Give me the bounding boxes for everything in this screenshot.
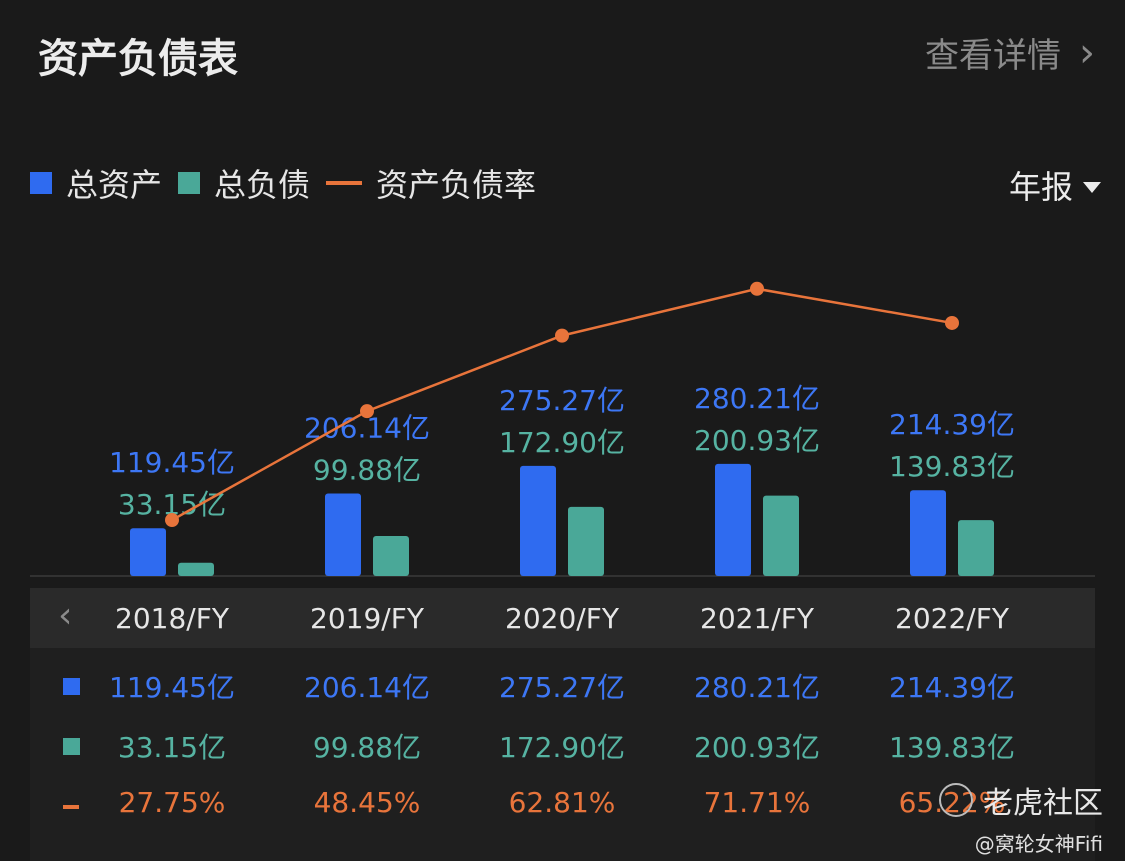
ratio-point [945,315,959,330]
assets-data-label: 119.45亿 [109,446,235,479]
watermark-user: @窝轮女神Fifi [974,832,1103,856]
table-cell: 214.39亿 [889,671,1015,704]
assets-data-label: 214.39亿 [889,408,1015,441]
liabilities-bar [178,562,214,576]
liabilities-bar [373,536,409,576]
table-cell: 99.88亿 [312,731,422,764]
legend-item-assets[interactable]: 总资产 [30,160,162,206]
legend-item-ratio[interactable]: 资产负债率 [326,160,536,206]
liabilities-data-label: 172.90亿 [499,426,625,459]
liabilities-data-label: 139.83亿 [889,450,1015,483]
liabilities-bar [568,506,604,576]
liabilities-data-label: 200.93亿 [694,424,820,457]
row-marker [63,678,80,695]
table-cell: 62.81% [508,786,616,819]
legend-assets-label: 总资产 [66,166,163,204]
assets-bar [325,493,361,576]
column-header: 2020/FY [505,602,619,635]
table-cell: 200.93亿 [694,731,820,764]
watermark-brand-label: 老虎社区 [983,786,1103,821]
chevron-right-icon: › [1079,29,1095,76]
column-header: 2021/FY [700,602,814,635]
table-cell: 280.21亿 [694,671,820,704]
column-header: 2018/FY [115,602,229,635]
table-cell: 139.83亿 [889,731,1015,764]
ratio-point [360,404,374,419]
table-cell: 206.14亿 [304,671,430,704]
table-cell: 71.71% [703,786,811,819]
table-cell: 119.45亿 [109,671,235,704]
assets-bar [715,463,751,576]
data-table: ‹ 2018/FY 2019/FY 2020/FY 2021/FY 2022/FY 11… [30,588,1095,861]
view-details-link[interactable]: 查看详情 › [925,28,1095,77]
tiger-logo-icon [939,783,973,817]
page-title: 资产负债表 [38,36,238,82]
view-details-label: 查看详情 [925,36,1061,76]
table-cell: 48.45% [313,786,421,819]
chart-legend: 总资产 总负债 资产负债率 [30,160,552,206]
period-selector[interactable]: 年报 [1009,162,1101,208]
header: 资产负债表 查看详情 › [0,0,1125,110]
table-cell: 33.15亿 [117,731,227,764]
ratio-row: 27.75% 48.45% 62.81% 71.71% 65.22% [30,786,1095,846]
liabilities-row: 33.15亿 99.88亿 172.90亿 200.93亿 139.83亿 [30,726,1095,786]
caret-down-icon [1083,181,1101,193]
ratio-point [165,513,179,528]
assets-data-label: 275.27亿 [499,384,625,417]
liabilities-swatch [178,172,201,194]
ratio-point [555,328,569,343]
row-marker [63,738,80,755]
column-header: 2022/FY [895,602,1009,635]
period-selector-label: 年报 [1008,168,1073,206]
column-header: 2019/FY [310,602,424,635]
watermark-brand: 老虎社区 [939,778,1103,822]
liabilities-bar [763,495,799,576]
liabilities-data-label: 99.88亿 [313,454,421,487]
table-cell: 275.27亿 [499,671,625,704]
liabilities-bar [958,520,994,576]
assets-row: 119.45亿 206.14亿 275.27亿 280.21亿 214.39亿 [30,666,1095,726]
assets-swatch [30,172,52,194]
assets-data-label: 280.21亿 [694,382,820,415]
row-marker [63,805,79,809]
assets-bar [910,490,946,576]
table-cell: 172.90亿 [499,731,625,764]
assets-bar [130,528,166,576]
table-header: ‹ 2018/FY 2019/FY 2020/FY 2021/FY 2022/FY [30,588,1095,648]
watermark: 老虎社区 @窝轮女神Fifi [939,778,1103,857]
legend-ratio-label: 资产负债率 [376,166,537,204]
balance-sheet-chart: 119.45亿33.15亿206.14亿99.88亿275.27亿172.90亿… [30,281,1095,577]
legend-liabilities-label: 总负债 [214,166,311,204]
table-cell: 27.75% [118,786,226,819]
legend-item-liabilities[interactable]: 总负债 [178,160,310,206]
ratio-swatch [326,181,363,185]
assets-bar [520,465,556,576]
ratio-point [750,281,764,296]
chevron-left-icon[interactable]: ‹ [58,595,73,636]
